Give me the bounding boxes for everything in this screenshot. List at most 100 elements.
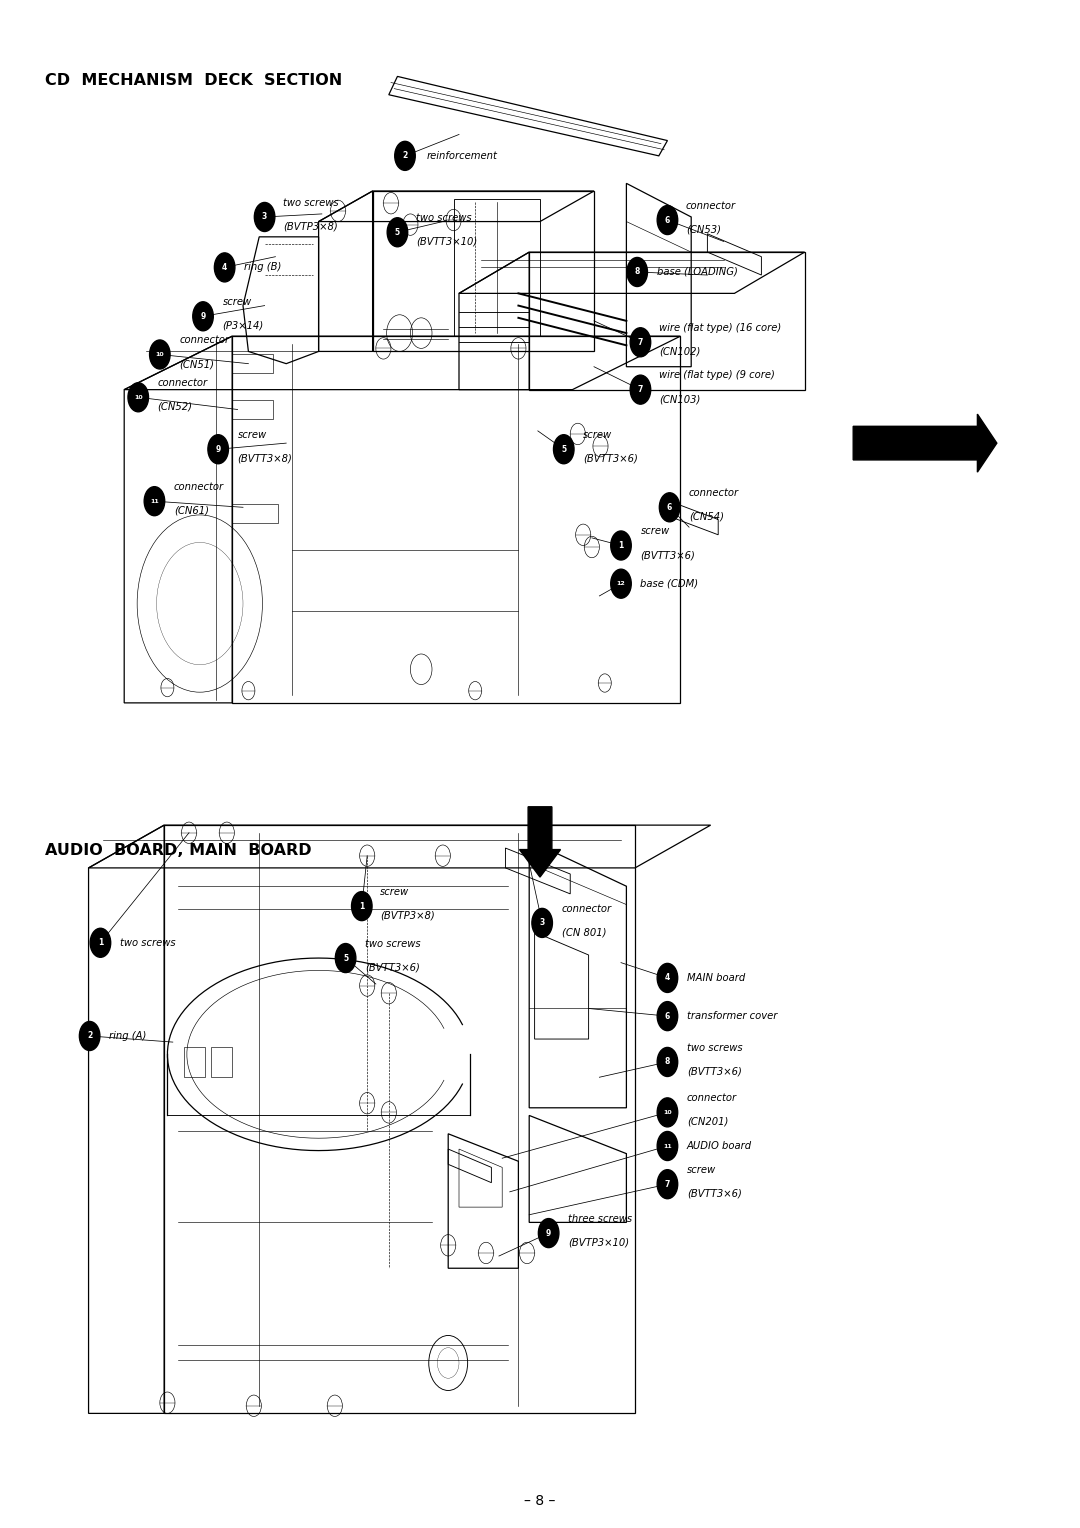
Text: 6: 6 [667,503,672,512]
Text: (P3×14): (P3×14) [222,321,264,332]
Text: (CN103): (CN103) [659,394,700,405]
Text: 6: 6 [665,215,670,225]
Text: (CN61): (CN61) [174,506,208,516]
Circle shape [657,1002,678,1030]
Circle shape [208,434,229,465]
Text: (CN102): (CN102) [659,347,700,358]
Text: screw: screw [687,1164,716,1175]
Text: MAIN board: MAIN board [687,973,745,983]
Circle shape [531,908,552,937]
Circle shape [657,1170,678,1198]
Text: (BVTT3×6): (BVTT3×6) [583,454,638,465]
Text: three screws: three screws [568,1213,632,1224]
Text: 11: 11 [150,498,159,504]
Circle shape [388,217,408,248]
Text: connector: connector [562,903,611,914]
Circle shape [554,434,575,465]
Text: connector: connector [158,377,207,388]
Text: 9: 9 [216,445,220,454]
Circle shape [657,964,678,993]
Text: 7: 7 [638,385,643,394]
Text: reinforcement: reinforcement [427,151,498,160]
Text: wire (flat type) (9 core): wire (flat type) (9 core) [659,370,774,380]
Text: (CN51): (CN51) [179,359,214,370]
Text: screw: screw [583,429,612,440]
Circle shape [630,374,650,405]
Text: screw: screw [222,296,252,307]
Text: ring (B): ring (B) [244,263,282,272]
Text: 3: 3 [540,918,544,927]
Text: 9: 9 [201,312,205,321]
Text: – 8 –: – 8 – [524,1494,556,1508]
Text: 2: 2 [403,151,407,160]
Text: (BVTT3×6): (BVTT3×6) [687,1189,742,1199]
Text: 1: 1 [360,902,364,911]
Text: AUDIO board: AUDIO board [687,1141,752,1151]
Circle shape [626,257,647,287]
Text: (CN52): (CN52) [158,402,192,413]
Text: connector: connector [179,335,229,345]
Text: (BVTP3×10): (BVTP3×10) [568,1238,630,1248]
Text: (BVTT3×8): (BVTT3×8) [238,454,293,465]
Text: two screws: two screws [687,1042,743,1053]
Text: wire (flat type) (16 core): wire (flat type) (16 core) [659,322,781,333]
Circle shape [352,892,372,920]
Circle shape [657,1097,678,1128]
Text: 5: 5 [395,228,400,237]
Text: 5: 5 [343,953,348,963]
Circle shape [657,1131,678,1161]
Text: 12: 12 [617,581,625,587]
Text: base (LOADING): base (LOADING) [657,267,738,277]
Circle shape [336,944,356,972]
Text: CD  MECHANISM  DECK  SECTION: CD MECHANISM DECK SECTION [45,73,342,89]
Circle shape [149,339,171,368]
Circle shape [611,530,631,559]
Text: connector: connector [686,200,735,211]
Text: 6: 6 [665,1012,670,1021]
Text: screw: screw [380,886,409,897]
Text: two screws: two screws [416,212,472,223]
Text: 2: 2 [87,1031,92,1041]
Text: 7: 7 [638,338,643,347]
Text: 4: 4 [665,973,670,983]
Text: 10: 10 [134,394,143,400]
Text: 3: 3 [262,212,267,222]
Text: 1: 1 [619,541,623,550]
Text: 11: 11 [663,1143,672,1149]
Text: 5: 5 [562,445,566,454]
Circle shape [630,327,650,356]
FancyArrow shape [519,807,561,877]
Text: two screws: two screws [365,938,421,949]
Text: 4: 4 [222,263,227,272]
Text: (BVTP3×8): (BVTP3×8) [380,911,435,921]
FancyArrow shape [853,414,997,472]
Text: (BVTP3×8): (BVTP3×8) [283,222,338,232]
Text: (BVTT3×6): (BVTT3×6) [687,1067,742,1077]
Text: 9: 9 [546,1229,551,1238]
Circle shape [193,301,213,332]
Text: connector: connector [689,487,739,498]
Text: 10: 10 [663,1109,672,1115]
Text: ring (A): ring (A) [109,1031,147,1041]
Text: 8: 8 [635,267,639,277]
Circle shape [657,1048,678,1076]
Text: two screws: two screws [120,938,176,947]
Circle shape [214,252,235,283]
Text: connector: connector [174,481,224,492]
Text: screw: screw [640,526,670,536]
Text: two screws: two screws [283,197,339,208]
Text: (CN53): (CN53) [686,225,720,235]
Text: screw: screw [238,429,267,440]
Circle shape [657,205,678,234]
Circle shape [80,1021,100,1051]
Circle shape [395,141,415,171]
Circle shape [611,570,631,597]
Circle shape [538,1219,559,1247]
Text: 8: 8 [665,1057,670,1067]
Text: 1: 1 [98,938,103,947]
Text: transformer cover: transformer cover [687,1012,778,1021]
Circle shape [659,492,680,521]
Circle shape [129,382,149,411]
Text: connector: connector [687,1093,737,1103]
Text: 10: 10 [156,351,164,358]
